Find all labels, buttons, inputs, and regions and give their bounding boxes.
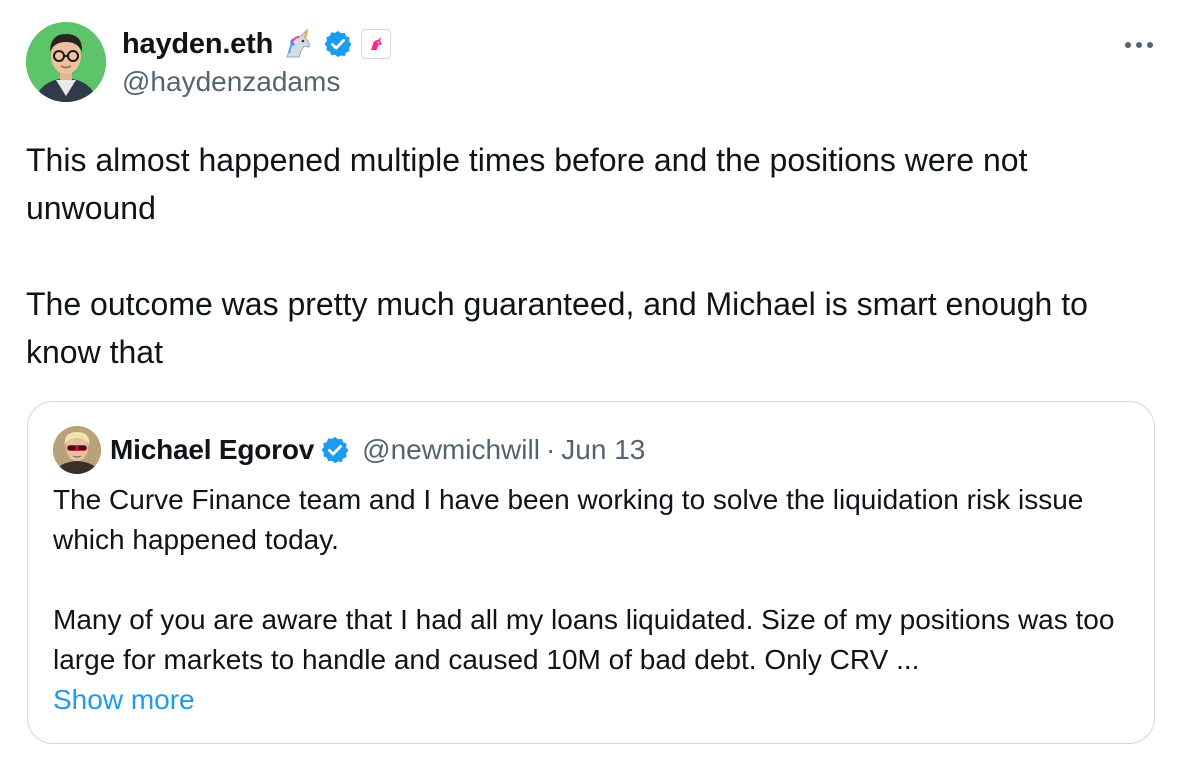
- quoted-date[interactable]: Jun 13: [561, 434, 646, 465]
- verified-badge-icon[interactable]: [320, 435, 350, 465]
- more-horizontal-icon[interactable]: [1120, 30, 1158, 60]
- author-avatar[interactable]: [26, 22, 106, 102]
- quoted-author-avatar[interactable]: [53, 426, 101, 474]
- separator-dot: ·: [545, 434, 556, 465]
- tweet-paragraph: The outcome was pretty much guaranteed, …: [26, 286, 1088, 370]
- unicorn-emoji-icon: [281, 27, 315, 61]
- quoted-paragraph: The Curve Finance team and I have been w…: [53, 484, 1084, 555]
- quoted-header: Michael Egorov @newmichwill · Jun 13: [110, 430, 645, 470]
- quoted-text: The Curve Finance team and I have been w…: [53, 480, 1133, 680]
- verified-badge-icon[interactable]: [323, 29, 353, 59]
- author-handle[interactable]: @haydenzadams: [122, 66, 341, 97]
- tweet-text: This almost happened multiple times befo…: [26, 136, 1166, 376]
- quoted-display-name[interactable]: Michael Egorov: [110, 434, 315, 465]
- affiliate-badge-icon[interactable]: [361, 29, 392, 59]
- quoted-tweet-card[interactable]: Michael Egorov @newmichwill · Jun 13 The…: [27, 401, 1155, 744]
- author-name-row: hayden.eth: [122, 24, 392, 64]
- quoted-handle[interactable]: @newmichwill: [362, 434, 540, 465]
- tweet-paragraph: This almost happened multiple times befo…: [26, 142, 1028, 226]
- author-display-name[interactable]: hayden.eth: [122, 27, 274, 60]
- quoted-paragraph: Many of you are aware that I had all my …: [53, 604, 1115, 675]
- show-more-link[interactable]: Show more: [53, 684, 195, 715]
